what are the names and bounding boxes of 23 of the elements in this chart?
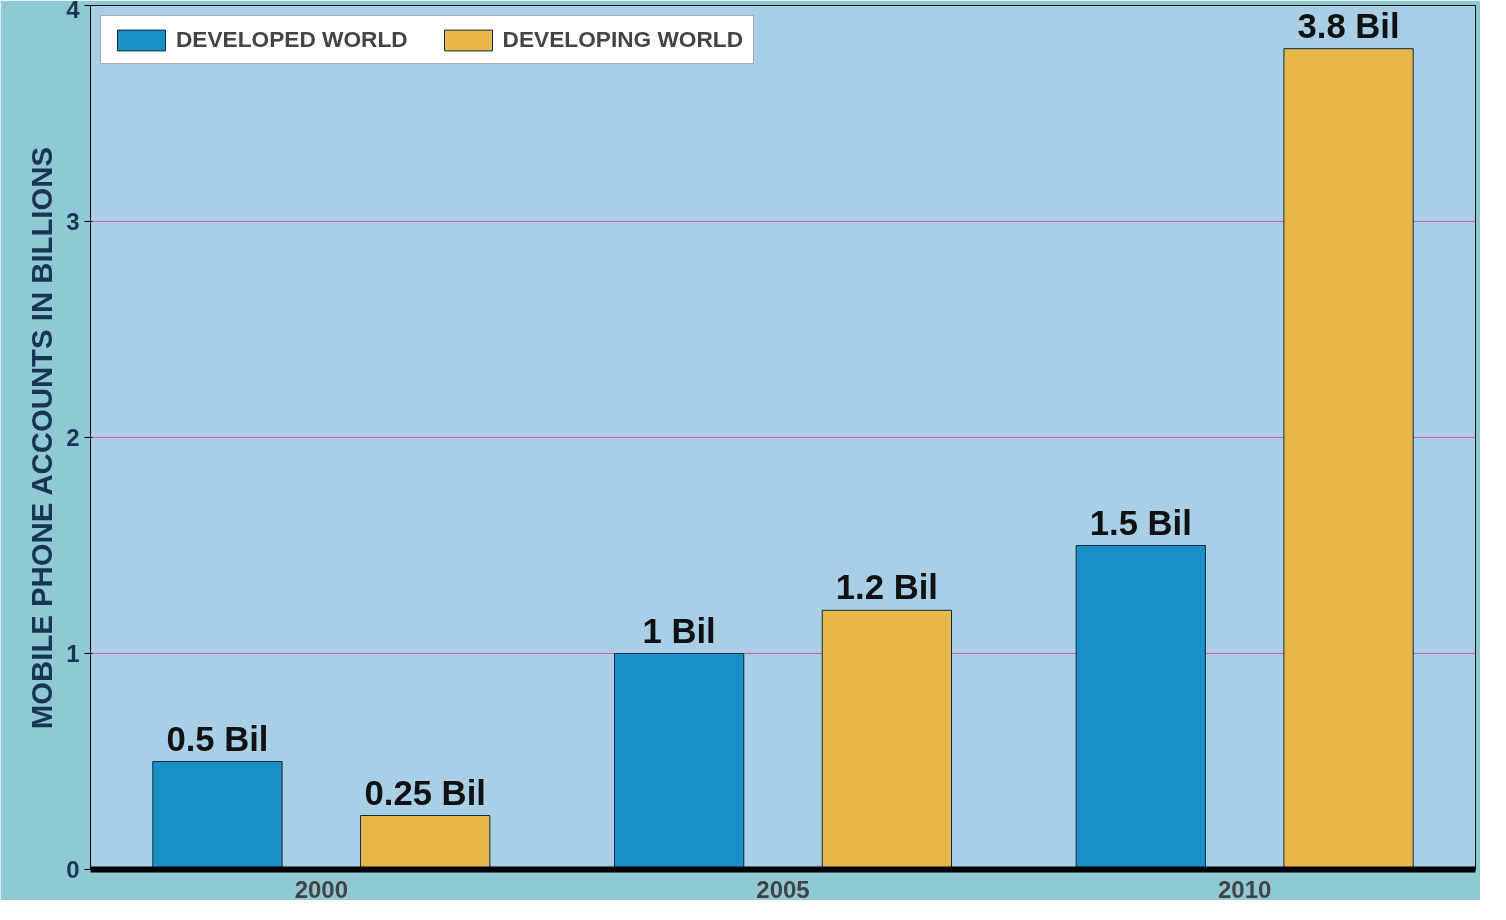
y-tick-label: 0 [66,856,80,883]
y-axis-title: MOBILE PHONE ACCOUNTS IN BILLIONS [25,146,59,730]
data-label: 1 Bil [642,611,716,650]
bar [821,609,953,870]
data-label: 0.5 Bil [166,719,269,758]
bar [360,815,491,870]
data-label: 3.8 Bil [1297,6,1400,45]
data-label: 0.25 Bil [364,773,486,812]
bar [613,653,745,870]
x-tick-label: 2005 [756,875,810,903]
bar [1075,545,1206,870]
x-tick-label: 2010 [1217,875,1272,903]
y-tick-label: 2 [66,424,80,451]
data-label: 1.5 Bil [1089,503,1192,542]
bar [152,761,283,870]
data-label: 1.2 Bil [835,568,938,607]
legend-label: DEVELOPED WORLD [176,26,408,53]
legend-label: DEVELOPING WORLD [502,26,744,53]
y-tick-label: 4 [66,0,81,23]
y-tick-label: 3 [66,208,80,235]
x-tick-label: 2000 [294,875,349,903]
y-tick-label: 1 [66,640,80,667]
bar [1283,48,1414,870]
